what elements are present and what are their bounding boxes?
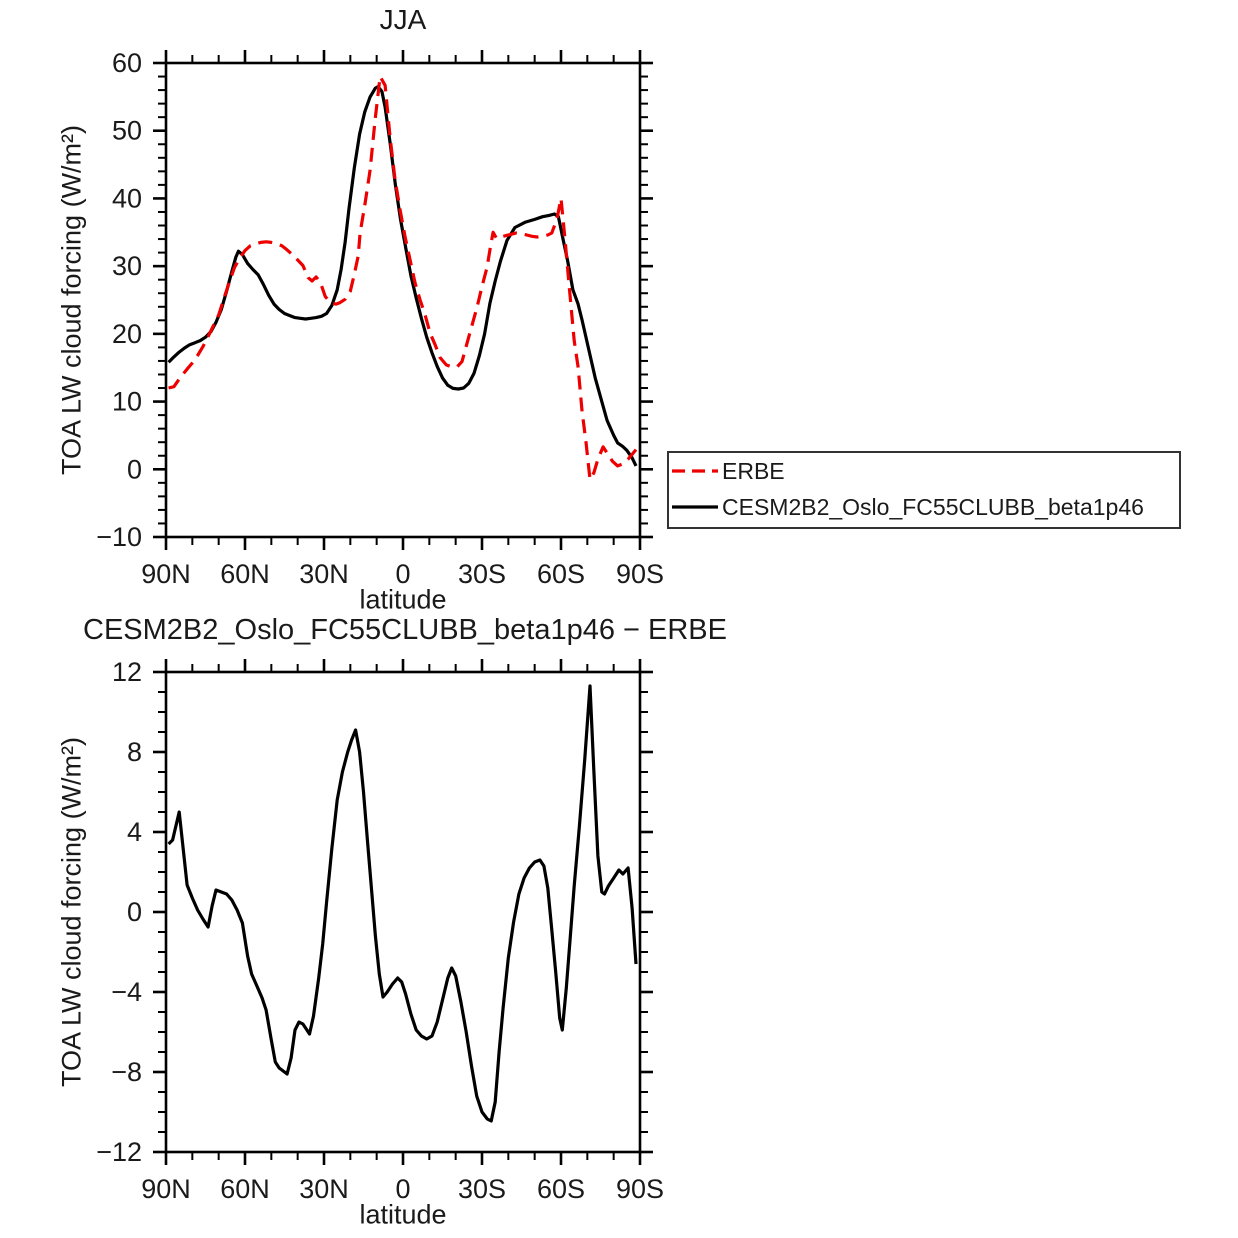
jja-x-axis-label: latitude bbox=[359, 584, 447, 615]
y-tick-label: 0 bbox=[127, 897, 142, 927]
y-tick-label: 20 bbox=[112, 319, 142, 349]
x-tick-label: 30N bbox=[299, 1174, 349, 1204]
y-tick-label: 30 bbox=[112, 251, 142, 281]
x-tick-label: 90N bbox=[141, 1174, 191, 1204]
y-tick-label: 40 bbox=[112, 183, 142, 213]
series-line-erbe bbox=[168, 74, 638, 481]
y-tick-label: 0 bbox=[127, 454, 142, 484]
x-tick-label: 0 bbox=[395, 559, 410, 589]
x-tick-label: 30S bbox=[458, 1174, 506, 1204]
y-tick-label: 8 bbox=[127, 737, 142, 767]
x-tick-label: 60S bbox=[537, 1174, 585, 1204]
y-tick-label: −8 bbox=[111, 1057, 142, 1087]
difference-chart: 90N 60N 30N 0 30S 60S 90S 12 8 4 0 −4 −8 −12 bbox=[96, 657, 664, 1204]
y-tick-label: 10 bbox=[112, 387, 142, 417]
y-tick-label: 12 bbox=[112, 657, 142, 687]
series-line-cesm2b2-oslo-fc55clubb-beta1p46 bbox=[167, 85, 638, 467]
y-tick-label: −12 bbox=[96, 1137, 142, 1167]
x-tick-label: 30N bbox=[299, 559, 349, 589]
x-tick-label: 60N bbox=[220, 1174, 270, 1204]
y-tick-label: 4 bbox=[127, 817, 142, 847]
x-tick-label: 30S bbox=[458, 559, 506, 589]
jja-chart: 90N 60N 30N 0 30S 60S 90S 60 50 40 30 20 10 0 −10 ERBE C… bbox=[96, 48, 1181, 589]
x-tick-label: 90S bbox=[616, 559, 664, 589]
x-tick-label: 0 bbox=[395, 1174, 410, 1204]
jja-chart-title: JJA bbox=[379, 4, 427, 35]
series-line-cesm2b2-oslo-fc55clubb-beta1p46-minus-erbe bbox=[167, 684, 638, 1123]
legend-label: ERBE bbox=[722, 458, 785, 484]
y-tick-label: 60 bbox=[112, 48, 142, 78]
y-tick-label: 50 bbox=[112, 116, 142, 146]
y-tick-label: −10 bbox=[96, 522, 142, 552]
x-tick-label: 60S bbox=[537, 559, 585, 589]
x-tick-label: 90N bbox=[141, 559, 191, 589]
y-tick-label: −4 bbox=[111, 977, 142, 1007]
legend-box bbox=[667, 451, 1181, 529]
x-tick-label: 90S bbox=[616, 1174, 664, 1204]
difference-x-axis-label: latitude bbox=[359, 1199, 447, 1230]
legend-label: CESM2B2_Oslo_FC55CLUBB_beta1p46 bbox=[722, 494, 1144, 520]
x-tick-label: 60N bbox=[220, 559, 270, 589]
difference-chart-title: CESM2B2_Oslo_FC55CLUBB_beta1p46 − ERBE bbox=[83, 614, 727, 646]
